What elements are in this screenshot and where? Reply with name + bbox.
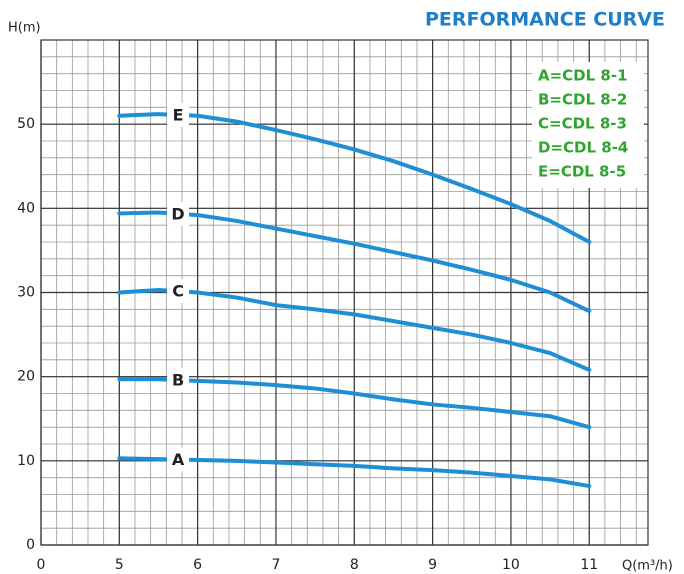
curve-label-box xyxy=(167,102,190,127)
curve-label: D xyxy=(171,204,184,223)
legend-entry: C=CDL 8-3 xyxy=(538,115,627,133)
curve-label-box xyxy=(167,368,190,393)
y-tick-label: 20 xyxy=(17,369,35,385)
x-tick-label: 6 xyxy=(193,557,202,573)
curve-label-box xyxy=(167,279,190,304)
curve-label: C xyxy=(172,282,184,301)
legend-entry: A=CDL 8-1 xyxy=(538,67,628,85)
legend-entry: D=CDL 8-4 xyxy=(538,139,628,157)
x-tick-label: 0 xyxy=(37,557,46,573)
y-tick-label: 10 xyxy=(17,453,35,469)
x-tick-label: 11 xyxy=(580,557,598,573)
x-tick-label: 5 xyxy=(115,557,124,573)
y-tick-label: 30 xyxy=(17,285,35,301)
curve-label: A xyxy=(172,450,185,469)
curve xyxy=(117,287,592,372)
x-tick-label: 10 xyxy=(502,557,520,573)
x-tick-label: 9 xyxy=(428,557,437,573)
curve-label: B xyxy=(172,371,184,390)
curve-label-box xyxy=(167,201,190,226)
y-tick-label: 50 xyxy=(17,116,35,132)
x-tick-label: 8 xyxy=(350,557,359,573)
legend-box xyxy=(532,62,644,188)
curve xyxy=(117,210,592,314)
x-tick-label: 7 xyxy=(272,557,281,573)
curve-label-box xyxy=(167,447,190,472)
y-axis-label: H(m) xyxy=(8,21,41,36)
curve xyxy=(117,112,592,244)
legend-entry: E=CDL 8-5 xyxy=(538,163,626,181)
curve xyxy=(117,377,592,430)
chart-title: PERFORMANCE CURVE xyxy=(425,9,665,31)
x-axis-label: Q(m³/h) xyxy=(622,559,673,574)
curve-label: E xyxy=(173,105,184,124)
curve xyxy=(117,456,592,489)
legend-entry: B=CDL 8-2 xyxy=(538,91,627,109)
y-tick-label: 0 xyxy=(26,537,35,553)
y-tick-label: 40 xyxy=(17,200,35,216)
plot-frame xyxy=(40,39,649,546)
